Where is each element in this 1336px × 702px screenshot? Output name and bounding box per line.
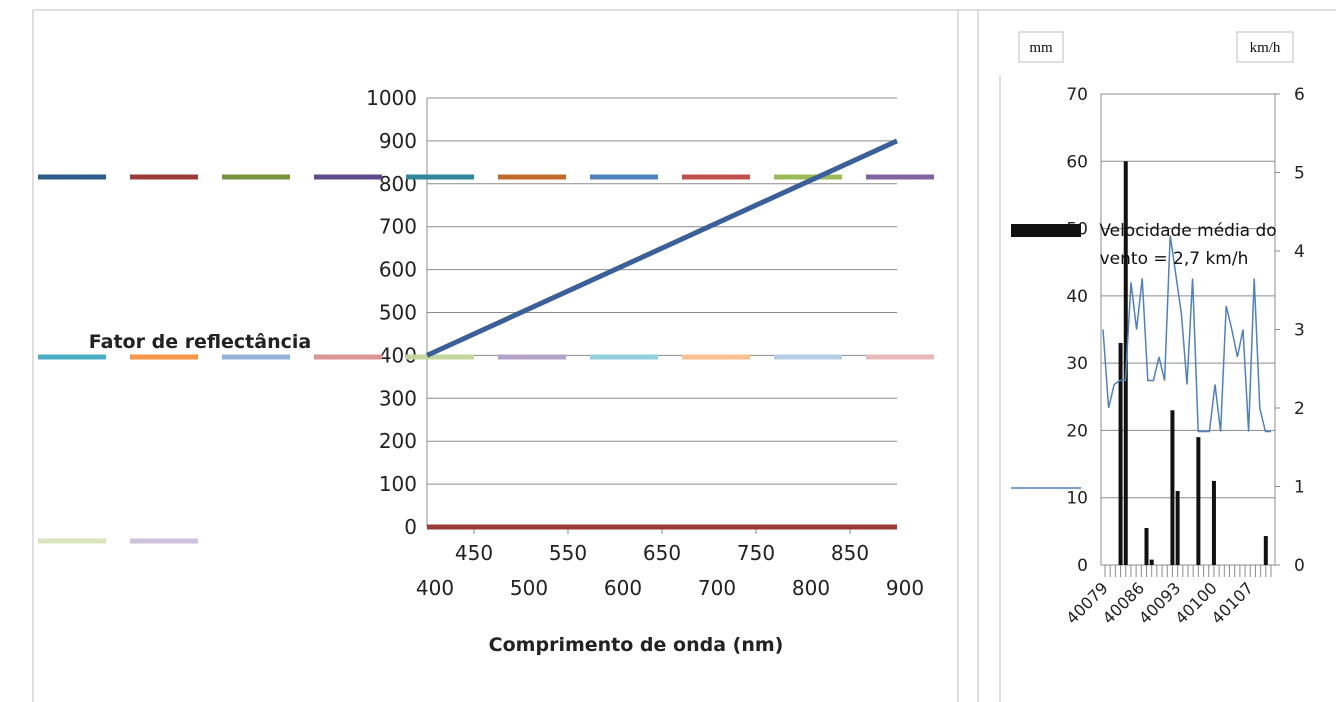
rain-bar (1144, 527, 1149, 565)
series-lines (425, 138, 899, 530)
x-tick-label-lower: 700 (698, 576, 736, 600)
legend (1011, 224, 1081, 489)
x-tick-label-lower: 600 (604, 576, 642, 600)
y-right-tick-label: 5 (1294, 164, 1305, 184)
legend (38, 174, 934, 544)
legend-rain-swatch (1011, 224, 1081, 237)
y-left-tick-label: 70 (1066, 85, 1088, 105)
x-axis-title: Comprimento de onda (nm) (489, 634, 784, 656)
chart-gridlines (426, 97, 897, 528)
y-right-tick-label: 0 (1294, 556, 1305, 576)
x-tick-label-upper: 450 (455, 541, 493, 565)
y-tick-label: 100 (379, 472, 417, 496)
unit-box-left (1018, 31, 1064, 63)
wind-line (1102, 235, 1271, 433)
y-left-tick-label: 60 (1066, 152, 1088, 172)
y-right-tick-label: 6 (1294, 85, 1305, 105)
rain-bar (1211, 480, 1216, 565)
y-left-tick-label: 20 (1066, 421, 1088, 441)
y-axis-title: Fator de reflectância (89, 331, 311, 353)
y-right-tick-label: 2 (1294, 399, 1305, 419)
unit-label-left: mm (1029, 40, 1053, 56)
y-tick-label: 500 (379, 301, 417, 325)
y-right-tick-label: 1 (1294, 478, 1305, 498)
y-tick-label: 600 (379, 258, 417, 282)
y-left-tick-label: 10 (1066, 489, 1088, 509)
x-tick-label-upper: 650 (643, 541, 681, 565)
wind-annotation: Velocidade média do vento = 2,7 km/h (1099, 221, 1276, 269)
x-tick-label-lower: 500 (510, 576, 548, 600)
x-tick-label-lower: 400 (416, 576, 454, 600)
rain-bar (1149, 559, 1154, 565)
y-right-tick-label: 3 (1294, 321, 1305, 341)
y-tick-label: 700 (379, 215, 417, 239)
rain-bar (1263, 536, 1268, 565)
y-right-tick-label: 4 (1294, 242, 1305, 262)
y-tick-label: 0 (404, 515, 417, 539)
y-left-tick-label: 40 (1066, 287, 1088, 307)
x-tick-label: 40107 (1208, 578, 1257, 627)
y-tick-label: 300 (379, 386, 417, 410)
rain-bar (1118, 342, 1123, 565)
x-axis-tick-labels-lower: 400 500 600 700 800 900 (416, 576, 924, 600)
wind-speed-line (1102, 235, 1271, 433)
x-tick-label-upper: 750 (737, 541, 775, 565)
y-tick-label: 900 (379, 129, 417, 153)
unit-label-right: km/h (1250, 40, 1281, 56)
reflectance-chart: 0 100 200 300 400 500 600 700 800 900 1000 450 550 6… (38, 86, 934, 656)
y-tick-label: 1000 (366, 86, 417, 110)
y-left-tick-label: 30 (1066, 354, 1088, 374)
y-right-tick-labels: 0 1 2 3 4 5 6 (1275, 85, 1305, 576)
rain-bar (1196, 437, 1201, 565)
x-axis-tick-labels-upper: 450 550 650 750 850 (455, 527, 869, 565)
x-tick-label-upper: 550 (549, 541, 587, 565)
x-tick-label-upper: 850 (831, 541, 869, 565)
x-tick-label-lower: 800 (792, 576, 830, 600)
rain-bar (1175, 490, 1180, 565)
y-left-tick-labels: 010203040506070 (1066, 85, 1088, 576)
y-tick-label: 200 (379, 429, 417, 453)
unit-box-right (1236, 31, 1294, 63)
rain-bar (1170, 410, 1175, 565)
annotation-line: vento = 2,7 km/h (1100, 249, 1249, 269)
annotation-line: Velocidade média do (1099, 221, 1276, 241)
series-line (425, 138, 899, 358)
x-tick-label-lower: 900 (886, 576, 924, 600)
y-left-tick-label: 0 (1077, 556, 1088, 576)
